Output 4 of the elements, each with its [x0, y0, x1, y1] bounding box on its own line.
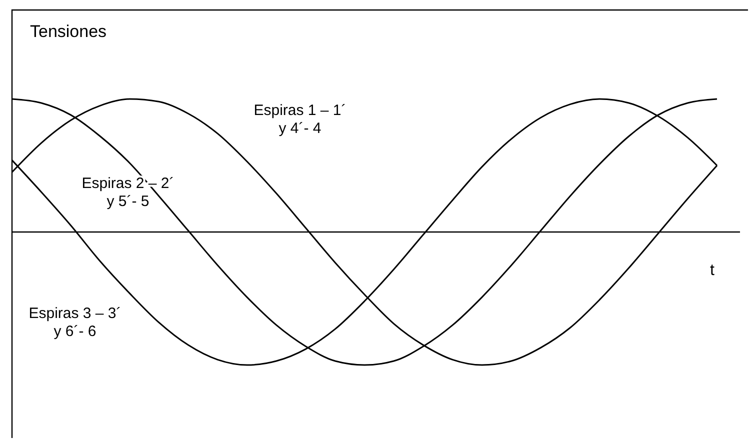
series-label: Espiras 1 – 1´ y 4´- 4 — [254, 102, 346, 137]
chart-title: Tensiones — [30, 22, 107, 41]
series-label: Espiras 3 – 3´ y 6´- 6 — [28, 305, 122, 340]
x-axis-title: t — [710, 262, 715, 279]
